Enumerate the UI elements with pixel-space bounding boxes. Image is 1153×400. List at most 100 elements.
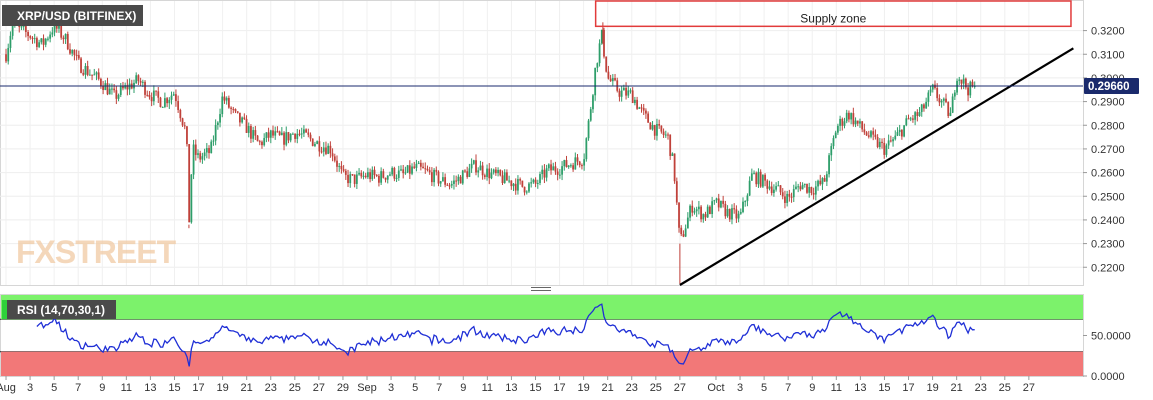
- candle-body: [62, 37, 65, 40]
- date-tick-label: 9: [460, 382, 466, 394]
- candle-body: [795, 186, 797, 190]
- date-tick-label: 9: [99, 382, 105, 394]
- candle-body: [508, 180, 511, 182]
- candle-body: [693, 211, 696, 213]
- candle-body: [108, 88, 111, 95]
- candle-body: [836, 125, 839, 133]
- candle-body: [720, 200, 722, 208]
- candle-body: [225, 97, 228, 101]
- candle-body: [671, 153, 674, 156]
- candle-body: [205, 148, 208, 153]
- candle-body: [24, 25, 27, 33]
- candle-body: [419, 162, 422, 167]
- supply-zone-label: Supply zone: [800, 11, 866, 25]
- candle-body: [208, 148, 210, 154]
- candle-body: [7, 47, 10, 62]
- candle-body: [845, 112, 848, 122]
- candle-body: [958, 79, 961, 81]
- price-tick-label: 0.2300: [1091, 239, 1125, 251]
- candle-body: [296, 133, 299, 139]
- candle-body: [658, 124, 661, 126]
- candle-body: [611, 78, 614, 82]
- candle-body: [263, 138, 266, 146]
- candle-body: [358, 172, 360, 175]
- date-tick-label: 19: [926, 382, 938, 394]
- candle-body: [415, 163, 418, 168]
- candle-body: [675, 181, 678, 203]
- candle-body: [170, 95, 173, 100]
- candle-body: [724, 203, 727, 217]
- candle-body: [662, 131, 665, 135]
- candle-body: [9, 35, 12, 48]
- candle-body: [702, 214, 705, 220]
- candle-body: [446, 184, 449, 186]
- candle-body: [561, 166, 563, 175]
- candle-body: [369, 172, 372, 180]
- candle-body: [872, 131, 875, 135]
- candle-body: [660, 125, 663, 132]
- candle-body: [638, 107, 641, 109]
- ascending-trendline[interactable]: [679, 47, 1074, 286]
- candle-body: [609, 78, 612, 82]
- rsi-title: RSI (14,70,30,1): [2, 300, 116, 319]
- candle-body: [375, 175, 378, 177]
- candle-body: [197, 153, 199, 155]
- candle-body: [18, 25, 21, 28]
- candle-body: [497, 169, 499, 174]
- price-panel-frame: [0, 0, 1084, 286]
- candle-body: [166, 98, 168, 104]
- date-tick-label: 27: [674, 382, 686, 394]
- candle-body: [31, 37, 34, 39]
- candle-body: [519, 179, 522, 181]
- candle-body: [300, 133, 303, 135]
- candle-body: [912, 118, 914, 120]
- date-tick-label: 25: [999, 382, 1011, 394]
- price-tick-label: 0.2900: [1091, 97, 1125, 109]
- candle-body: [146, 94, 149, 96]
- candle-body: [797, 186, 800, 188]
- candle-body: [903, 125, 905, 137]
- date-tick-label: 23: [626, 382, 638, 394]
- candle-body: [834, 132, 837, 139]
- candle-body: [230, 107, 232, 109]
- candle-body: [817, 180, 819, 187]
- candle-body: [84, 65, 87, 75]
- candle-body: [640, 107, 643, 109]
- candle-body: [581, 165, 583, 167]
- price-chart-title: XRP/USD (BITFINEX): [2, 5, 143, 26]
- candle-body: [201, 156, 204, 160]
- candle-body: [567, 165, 570, 168]
- candle-body: [155, 90, 157, 92]
- candle-body: [633, 99, 636, 104]
- candle-body: [916, 112, 919, 116]
- candle-body: [364, 175, 367, 178]
- date-tick-label: 9: [809, 382, 815, 394]
- candle-body: [464, 170, 466, 172]
- candle-body: [592, 95, 594, 110]
- candle-body: [36, 38, 38, 47]
- candle-body: [210, 141, 213, 154]
- candle-body: [499, 169, 502, 176]
- date-tick-label: 29: [337, 382, 349, 394]
- date-tick-label: 5: [761, 382, 767, 394]
- candle-body: [746, 195, 749, 202]
- candles: [5, 17, 976, 284]
- candle-body: [684, 228, 687, 237]
- candle-body: [841, 118, 844, 126]
- candle-body: [850, 113, 853, 120]
- candle-body: [821, 178, 824, 185]
- candle-body: [967, 87, 969, 96]
- candle-body: [395, 177, 398, 179]
- candle-body: [344, 170, 347, 175]
- candle-body: [338, 165, 341, 167]
- candle-body: [865, 132, 868, 136]
- candle-body: [777, 185, 780, 187]
- candle-body: [969, 81, 972, 96]
- candle-body: [528, 183, 530, 192]
- candle-body: [391, 167, 394, 175]
- panel-resize-handle[interactable]: [531, 287, 551, 291]
- candle-body: [362, 175, 365, 177]
- candle-body: [541, 169, 544, 175]
- rsi-tick-label: 0.0000: [1091, 371, 1125, 383]
- candle-body: [93, 74, 96, 76]
